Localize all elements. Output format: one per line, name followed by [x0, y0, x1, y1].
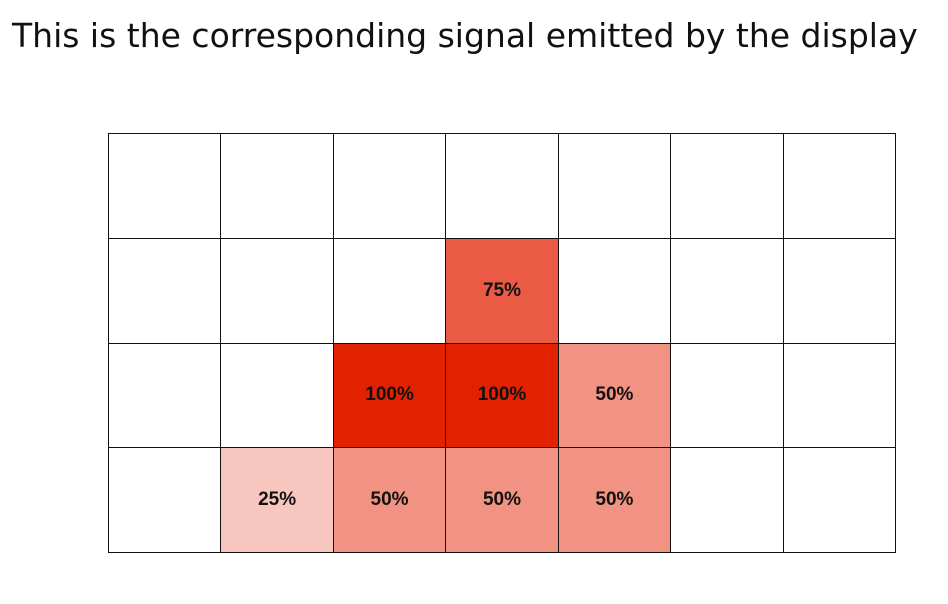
grid-cell-r2-c7 [783, 238, 896, 344]
grid-cell-r2-c1 [109, 238, 222, 344]
grid-cell-r3-c7 [783, 343, 896, 449]
page-title: This is the corresponding signal emitted… [12, 16, 918, 55]
grid-cell-r3-c2 [221, 343, 334, 449]
grid-cell-r1-c4 [446, 134, 559, 239]
grid-cell-r2-c3 [333, 238, 447, 344]
grid-cell-r4-c3: 50% [333, 448, 447, 553]
grid-cell-r4-c7 [783, 448, 896, 553]
grid-cell-r2-c2 [221, 238, 334, 344]
grid-cell-r1-c7 [783, 134, 896, 239]
grid-cell-r3-c1 [109, 343, 222, 449]
grid-cell-r3-c3: 100% [333, 343, 447, 449]
grid-cell-r4-c1 [109, 448, 222, 553]
signal-grid: 75% 100% 100% 50% 25% 50% 50% 50% [108, 133, 896, 553]
grid-cell-r1-c6 [671, 134, 784, 239]
grid-cell-r3-c6 [671, 343, 784, 449]
grid-cell-r3-c5: 50% [558, 343, 672, 449]
grid-cell-r1-c5 [558, 134, 672, 239]
grid-cell-r4-c2: 25% [221, 448, 334, 553]
grid-cell-r1-c2 [221, 134, 334, 239]
grid-cell-r1-c1 [109, 134, 222, 239]
grid-cell-r4-c6 [671, 448, 784, 553]
grid-cell-r1-c3 [333, 134, 447, 239]
grid-cell-r4-c5: 50% [558, 448, 672, 553]
grid-cell-r2-c5 [558, 238, 672, 344]
grid-cell-r2-c6 [671, 238, 784, 344]
grid-cell-r4-c4: 50% [446, 448, 559, 553]
grid-cell-r2-c4: 75% [446, 238, 559, 344]
grid-cell-r3-c4: 100% [446, 343, 559, 449]
